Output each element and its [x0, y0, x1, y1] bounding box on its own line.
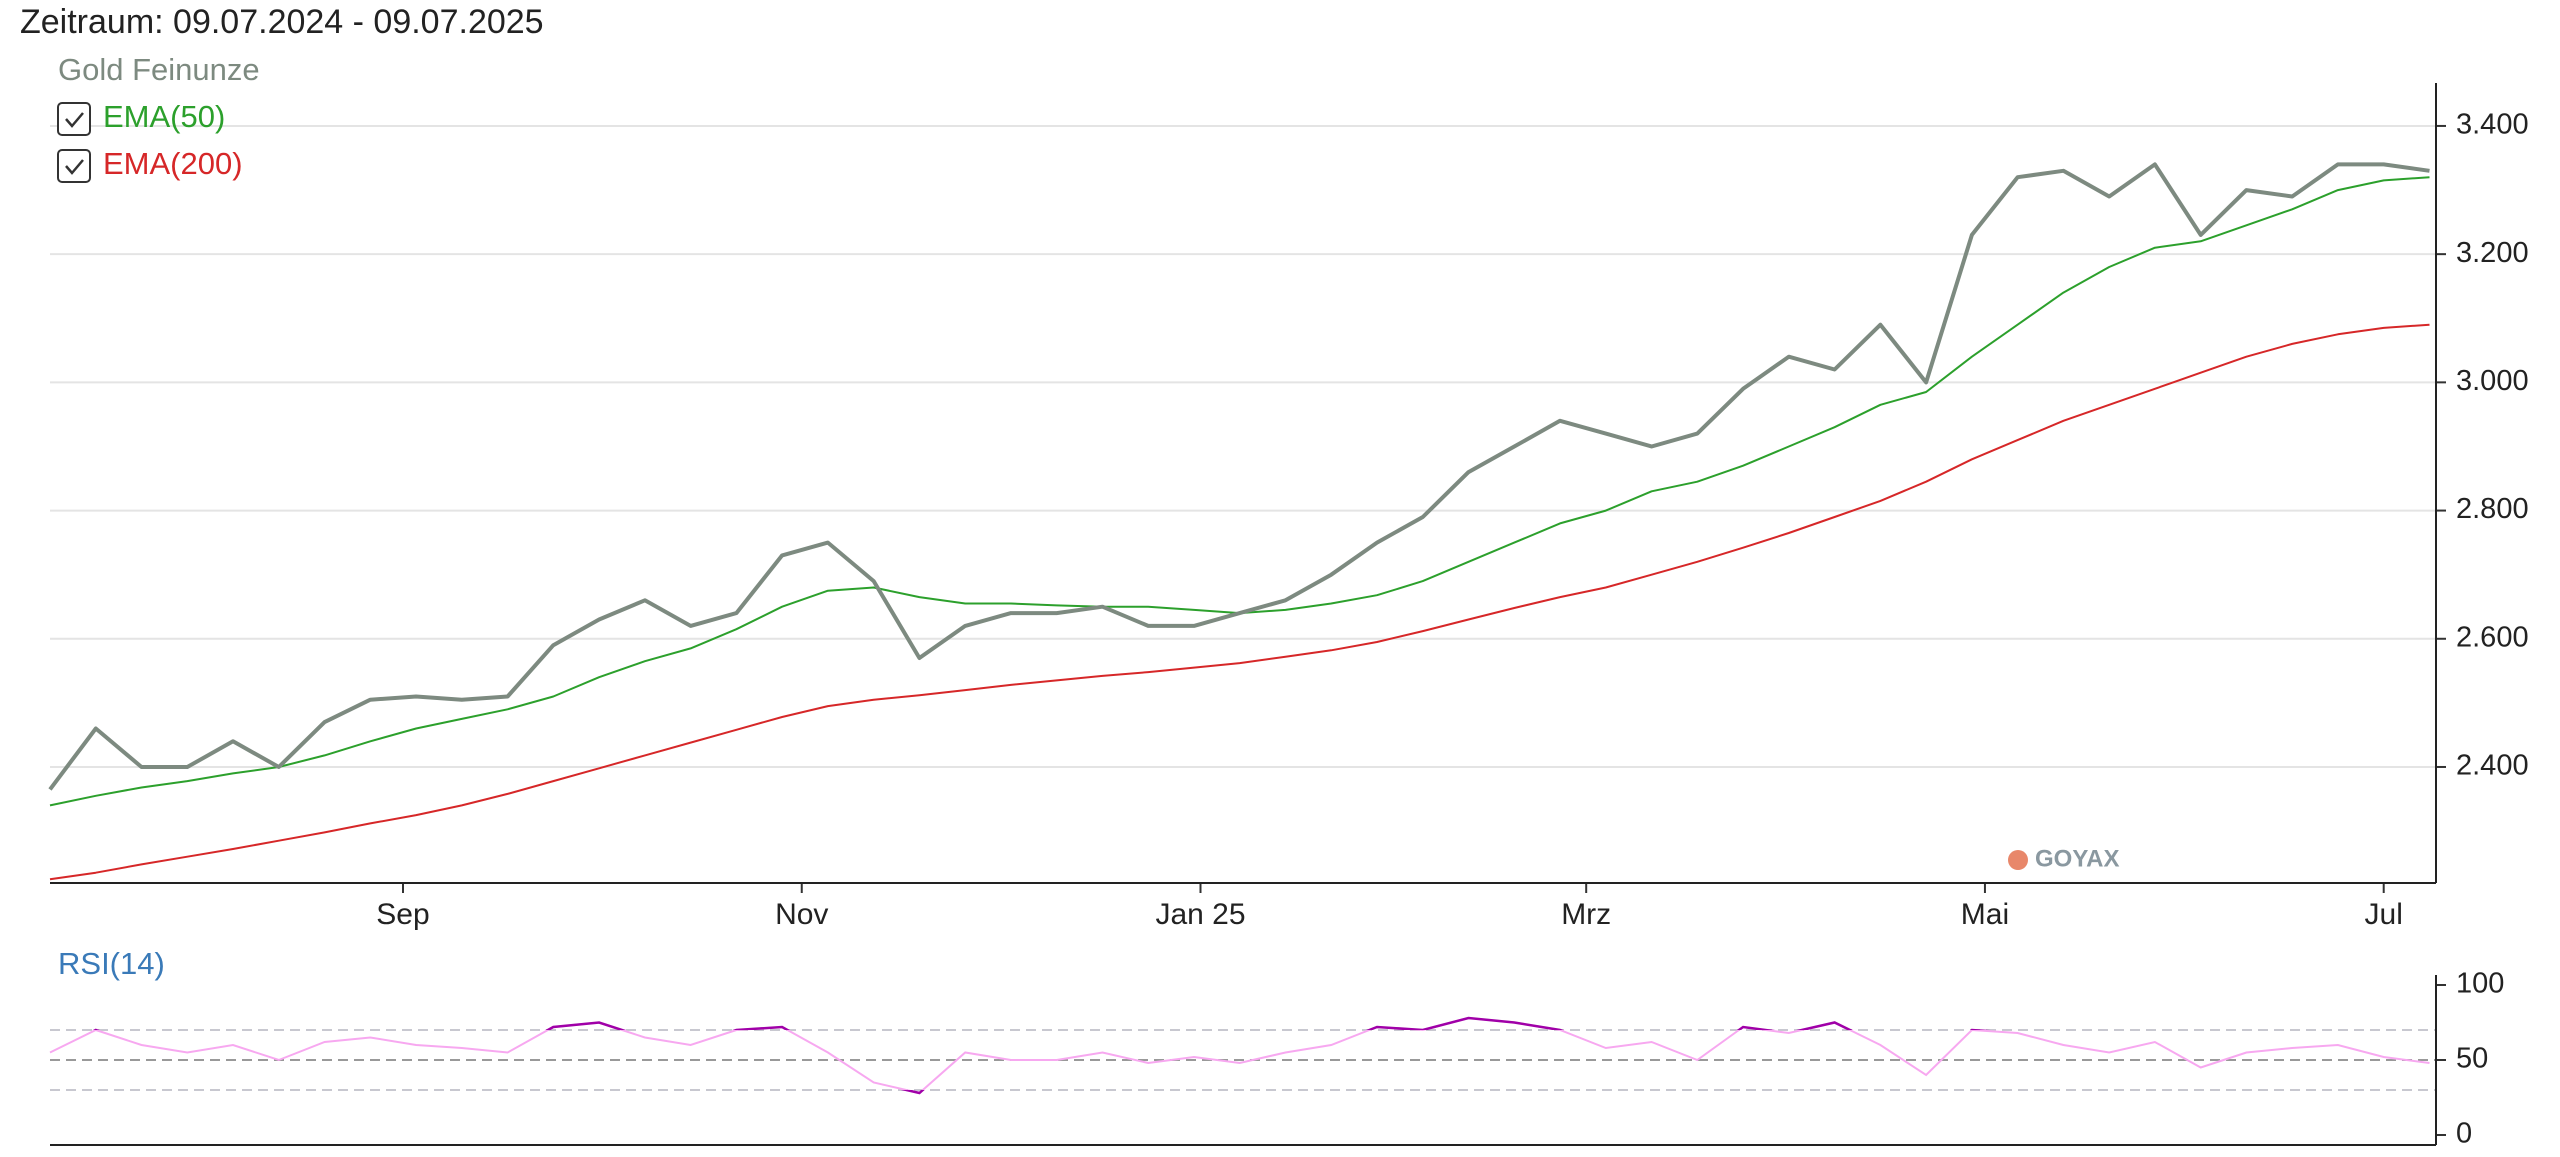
series-line: [49, 176, 2430, 807]
y-tick-label: 50: [2456, 1043, 2488, 1075]
watermark-icon: [2008, 850, 2028, 870]
legend-label: Gold Feinunze: [58, 52, 260, 87]
watermark: GOYAX: [2035, 845, 2119, 872]
panel-title: RSI(14): [58, 946, 165, 981]
y-tick-label: 100: [2456, 968, 2504, 1000]
y-tick-label: 2.600: [2456, 621, 2529, 653]
checkbox-check: [65, 112, 84, 128]
x-tick-label: Mrz: [1561, 898, 1611, 931]
series-line: [48, 162, 2430, 791]
y-tick-label: 0: [2456, 1118, 2472, 1150]
y-tick-label: 3.400: [2456, 109, 2529, 141]
legend-label: EMA(200): [103, 146, 243, 181]
legend-label: EMA(50): [103, 99, 225, 134]
rsi-line: [49, 1016, 2430, 1095]
checkbox-box: [57, 102, 91, 136]
x-tick-label: Sep: [376, 898, 429, 931]
series-line: [49, 323, 2430, 881]
y-tick-label: 2.400: [2456, 750, 2529, 782]
x-tick-label: Jul: [2365, 898, 2403, 931]
y-tick-label: 3.200: [2456, 237, 2529, 269]
legend-checkbox[interactable]: [57, 149, 91, 183]
period-header: Zeitraum: 09.07.2024 - 09.07.2025: [20, 3, 544, 41]
x-tick-label: Jan 25: [1155, 898, 1245, 931]
y-tick-label: 3.000: [2456, 365, 2529, 397]
checkbox-check: [65, 159, 84, 175]
x-tick-label: Nov: [775, 898, 828, 931]
legend-checkbox[interactable]: [57, 102, 91, 136]
y-tick-label: 2.800: [2456, 493, 2529, 525]
checkbox-box: [57, 149, 91, 183]
x-tick-label: Mai: [1961, 898, 2009, 931]
